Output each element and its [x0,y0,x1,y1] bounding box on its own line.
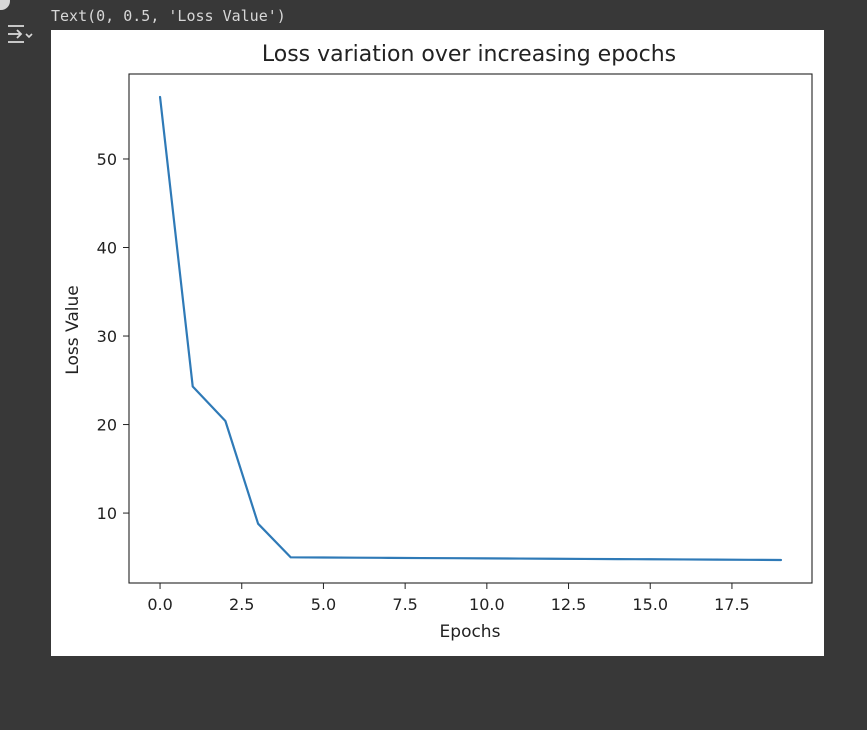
chart-title: Loss variation over increasing epochs [262,42,676,67]
y-tick-label: 10 [97,504,117,523]
y-tick-label: 50 [97,150,117,169]
x-axis-label: Epochs [440,622,501,642]
plot-frame [128,73,813,584]
y-tick-label: 20 [97,416,117,435]
x-tick-label: 17.5 [714,595,750,614]
y-tick-label: 40 [97,239,117,258]
loss-series-line [158,95,783,562]
plot-area-background [129,74,812,583]
output-toggle-icon[interactable] [4,20,34,50]
plot-output: 0.0 2.5 5.0 7.5 10.0 12.5 15.0 17.5 10 20 30 40 50 … [51,30,824,656]
x-tick-label: 5.0 [311,595,336,614]
x-tick-label: 12.5 [551,595,587,614]
y-axis-ticks: 10 20 30 40 50 [97,150,129,523]
cell-output-text: Text(0, 0.5, 'Loss Value') [51,7,286,25]
loss-chart: 0.0 2.5 5.0 7.5 10.0 12.5 15.0 17.5 1020304050 … [63,42,813,642]
x-tick-label: 7.5 [392,595,417,614]
x-tick-label: 0.0 [147,595,172,614]
y-tick-label: 30 [97,327,117,346]
x-axis-ticks: 0.0 2.5 5.0 7.5 10.0 12.5 15.0 17.5 [147,583,750,614]
x-tick-label: 10.0 [469,595,505,614]
cell-run-indicator[interactable] [0,0,10,10]
x-tick-label: 15.0 [632,595,668,614]
x-tick-label: 2.5 [229,595,254,614]
y-axis-label: Loss Value [63,285,83,374]
